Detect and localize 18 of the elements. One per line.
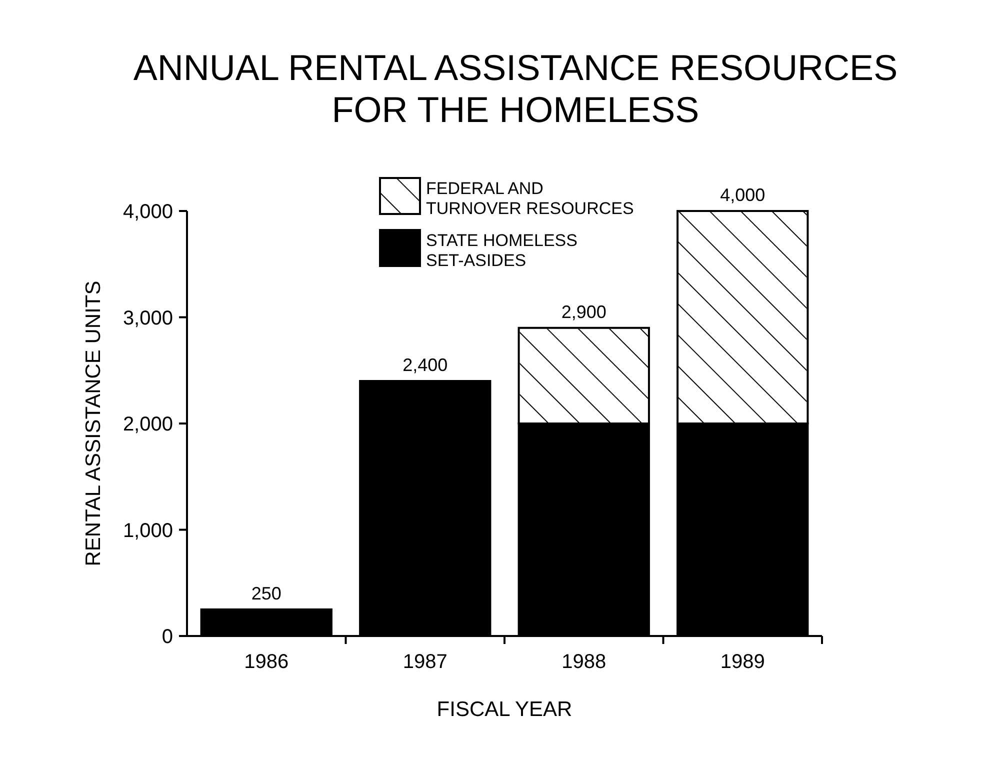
x-axis-title: FISCAL YEAR bbox=[436, 698, 572, 721]
y-axis-title: RENTAL ASSISTANCE UNITS bbox=[82, 280, 105, 566]
x-tick-label: 1986 bbox=[244, 651, 289, 673]
y-tick-label: 1,000 bbox=[122, 520, 173, 542]
total-label: 250 bbox=[251, 583, 282, 604]
y-tick-label: 4,000 bbox=[122, 201, 173, 223]
x-tick-label: 1988 bbox=[562, 651, 606, 673]
y-tick-label: 2,000 bbox=[122, 414, 173, 436]
y-tick-label: 0 bbox=[162, 626, 173, 648]
x-tick-label: 1989 bbox=[720, 651, 765, 673]
chart-title: ANNUAL RENTAL ASSISTANCE RESOURCES FOR THE HOMELESS bbox=[133, 47, 898, 130]
y-tick-label: 3,000 bbox=[122, 307, 173, 330]
x-tick-label: 1987 bbox=[402, 651, 448, 673]
legend-label: FEDERAL AND TURNOVER RESOURCES bbox=[426, 179, 634, 218]
total-label: 2,400 bbox=[402, 355, 448, 375]
total-label: 4,000 bbox=[720, 185, 766, 205]
legend-label: STATE HOMELESS SET-ASIDES bbox=[426, 231, 578, 270]
total-label: 2,900 bbox=[561, 302, 606, 322]
